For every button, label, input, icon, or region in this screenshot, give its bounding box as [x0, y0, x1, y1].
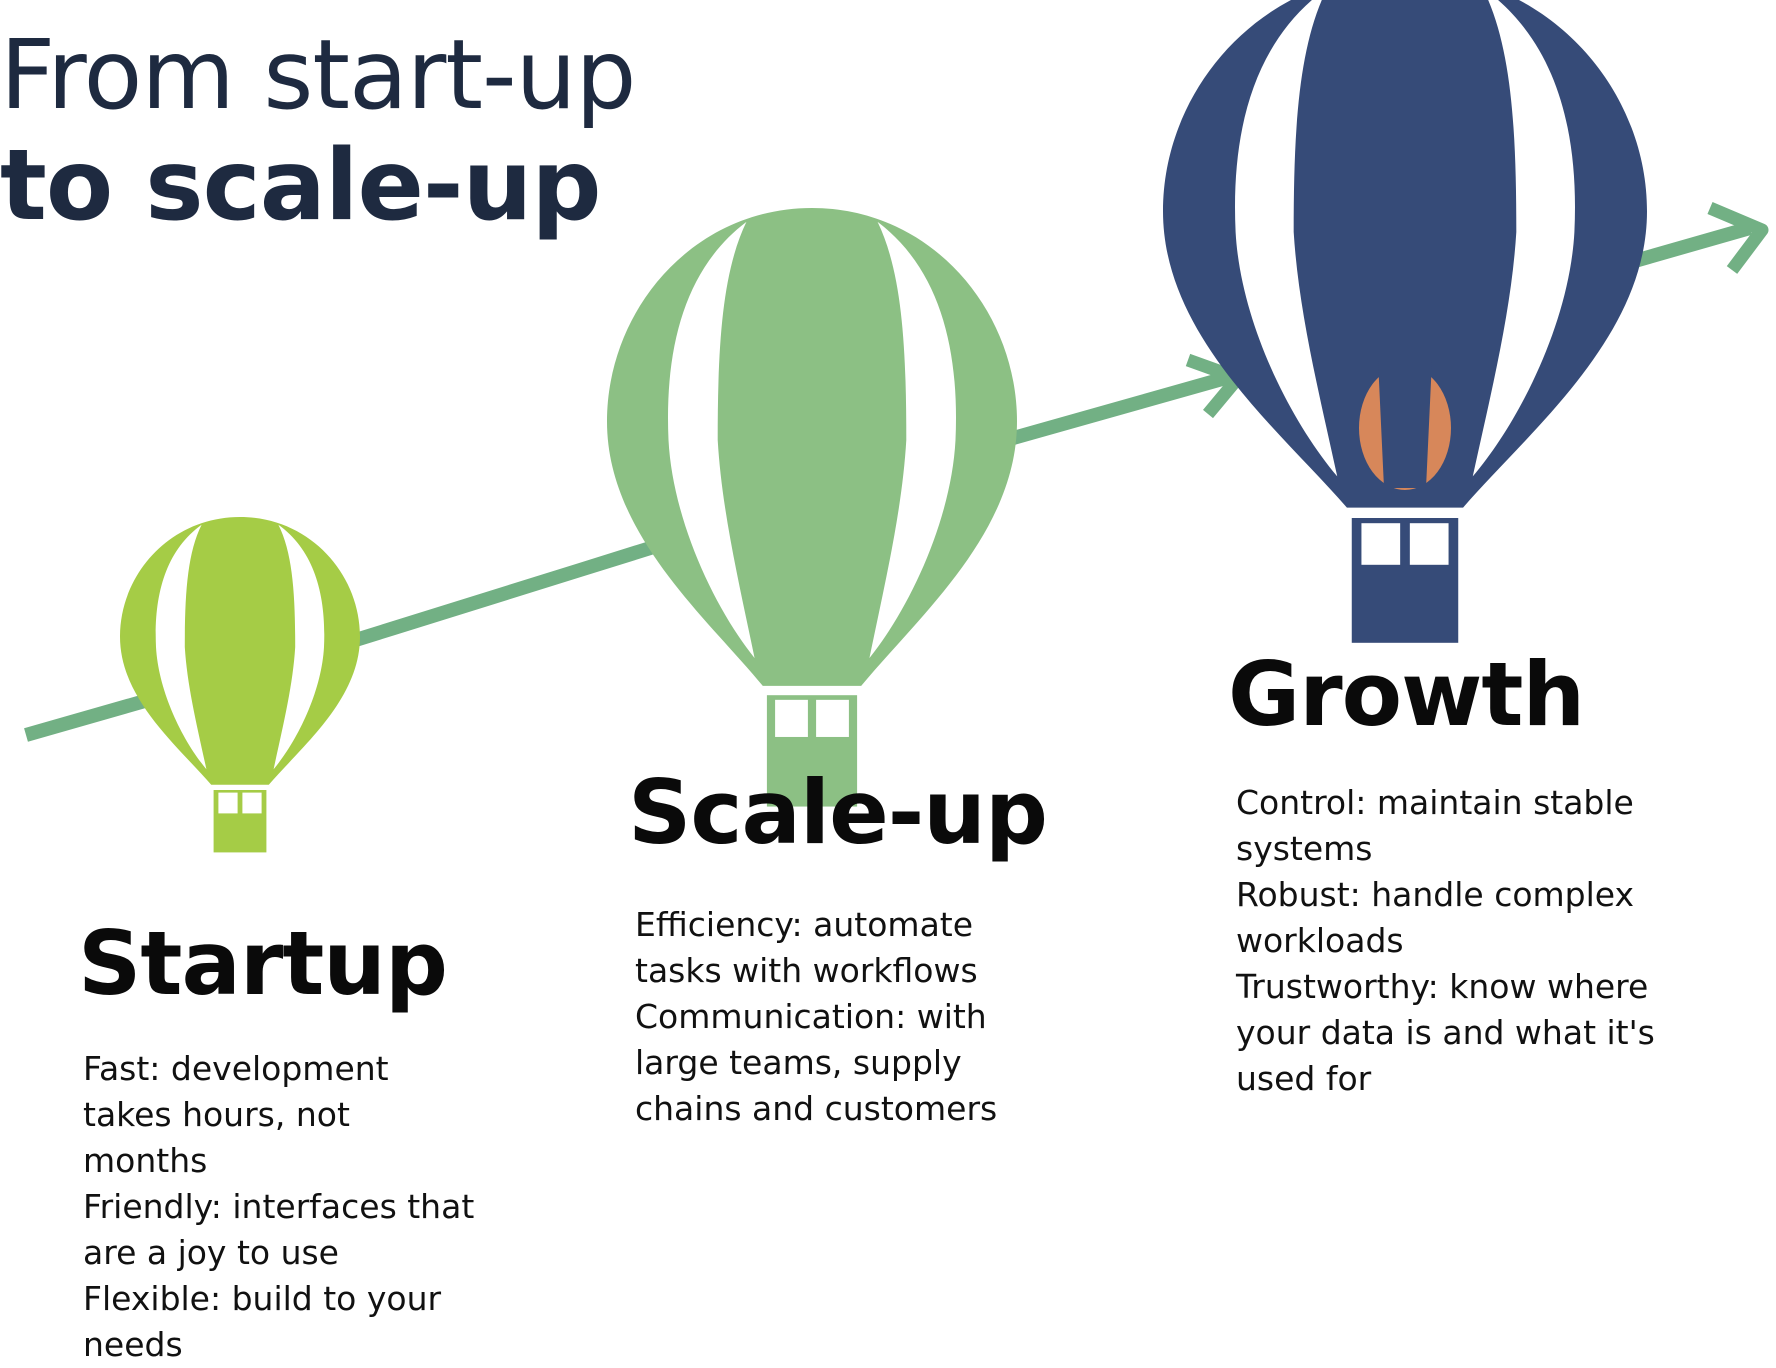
title-line-1: From start-up	[0, 19, 636, 131]
growth-balloon-icon	[1163, 0, 1647, 643]
arrow-head-end	[1707, 202, 1769, 274]
scaleup-heading: Scale-up	[628, 761, 1048, 864]
startup-heading: Startup	[78, 912, 448, 1015]
scaleup-description: Efficiency: automate tasks with workflow…	[635, 902, 1015, 1132]
page-title: From start-up to scale-up	[0, 19, 636, 243]
growth-point-control: Control: maintain stable systems	[1236, 783, 1634, 868]
growth-illustration	[24, 0, 1769, 853]
title-line-2: to scale-up	[0, 129, 602, 243]
startup-balloon-icon	[119, 517, 360, 853]
growth-balloon-center-stripe	[1378, 360, 1432, 488]
scaleup-point-communication: Communication: with large teams, supply …	[635, 997, 998, 1128]
growth-heading: Growth	[1228, 643, 1585, 746]
growth-description: Control: maintain stable systems Robust:…	[1236, 780, 1656, 1102]
startup-description: Fast: development takes hours, not month…	[83, 1046, 483, 1368]
growth-point-trustworthy: Trustworthy: know where your data is and…	[1236, 967, 1655, 1098]
startup-point-friendly: Friendly: interfaces that are a joy to u…	[83, 1187, 475, 1272]
scaleup-balloon-icon	[607, 208, 1017, 807]
growth-point-robust: Robust: handle complex workloads	[1236, 875, 1635, 960]
startup-point-flexible: Flexible: build to your needs	[83, 1279, 442, 1364]
scaleup-point-efficiency: Efficiency: automate tasks with workflow…	[635, 905, 978, 990]
startup-point-fast: Fast: development takes hours, not month…	[83, 1049, 389, 1180]
